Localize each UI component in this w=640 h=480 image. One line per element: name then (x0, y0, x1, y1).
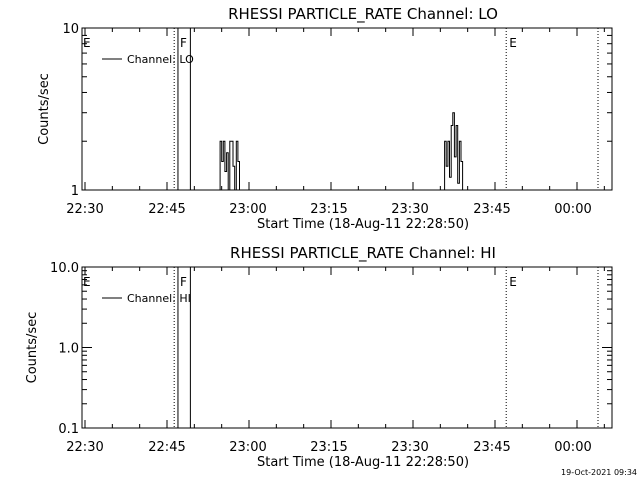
x-tick-label: 23:00 (229, 202, 266, 217)
event-label: E (509, 36, 517, 50)
chart-panel-hi: RHESSI PARTICLE_RATE Channel: HI 22:30 22:… (25, 244, 613, 470)
event-label: E (83, 36, 91, 50)
x-axis-label: Start Time (18-Aug-11 22:28:50) (257, 455, 469, 470)
y-tick-label: 10.0 (50, 261, 79, 276)
x-tick-label: 22:30 (66, 440, 103, 455)
data-series-line (219, 112, 465, 191)
x-tick-label: 00:00 (554, 440, 591, 455)
event-label: E (83, 275, 91, 289)
chart-title: RHESSI PARTICLE_RATE Channel: LO (228, 5, 498, 24)
chart-title: RHESSI PARTICLE_RATE Channel: HI (230, 244, 496, 263)
x-tick-label: 23:15 (310, 440, 347, 455)
x-tick-label: 23:45 (473, 440, 510, 455)
y-tick-label: 10 (62, 22, 79, 37)
x-tick-label: 22:45 (148, 440, 185, 455)
event-label: E (509, 275, 517, 289)
x-tick-label: 23:45 (473, 202, 510, 217)
legend-label: Channel: LO (127, 53, 194, 66)
event-label: F (180, 275, 187, 289)
plot-frame (81, 27, 613, 191)
y-axis-label: Counts/sec (25, 312, 40, 384)
y-axis-label: Counts/sec (37, 73, 52, 145)
x-tick-label: 23:15 (310, 202, 347, 217)
timestamp: 19-Oct-2021 09:34 (561, 468, 637, 477)
x-tick-label: 23:00 (229, 440, 266, 455)
event-label: F (180, 36, 187, 50)
y-tick-label: 0.1 (58, 422, 79, 437)
x-tick-label: 23:30 (391, 202, 428, 217)
x-tick-label: 22:30 (66, 202, 103, 217)
chart-panel-lo: RHESSI PARTICLE_RATE Channel: LO 22:30 22:… (37, 5, 613, 232)
y-tick-label: 1 (71, 184, 79, 199)
y-tick-label: 1.0 (58, 342, 79, 357)
x-tick-label: 00:00 (554, 202, 591, 217)
legend-label: Channel: HI (127, 292, 191, 305)
x-tick-label: 23:30 (391, 440, 428, 455)
x-tick-label: 22:45 (148, 202, 185, 217)
x-axis-label: Start Time (18-Aug-11 22:28:50) (257, 217, 469, 232)
